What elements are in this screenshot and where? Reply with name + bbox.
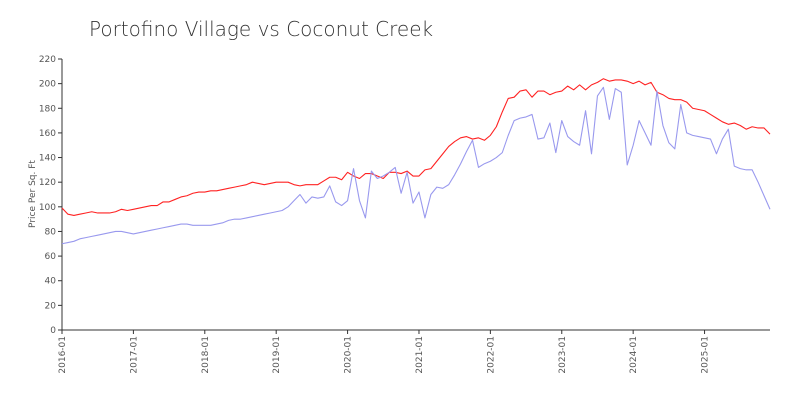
series-line-1 [61, 78, 771, 216]
y-tick-label: 80 [45, 227, 57, 237]
y-tick-label: 140 [39, 154, 56, 164]
series-line-2 [61, 86, 771, 245]
x-tick-label: 2025-01 [701, 336, 711, 374]
x-tick-label: 2022-01 [486, 336, 496, 374]
x-tick-label: 2016-01 [58, 336, 68, 374]
y-tick-label: 100 [39, 203, 56, 213]
y-tick-label: 120 [39, 178, 56, 188]
y-ticks: 0 20 40 60 80 100 120 140 160 180 200 220 [39, 55, 62, 336]
x-tick-label: 2020-01 [344, 336, 354, 374]
x-tick-label: 2019-01 [272, 336, 282, 374]
y-tick-label: 220 [39, 55, 56, 65]
x-tick-label: 2023-01 [558, 336, 568, 374]
y-tick-label: 180 [39, 104, 56, 114]
chart-title: Portofino Village vs Coconut Creek [89, 17, 433, 41]
y-tick-label: 0 [50, 326, 56, 336]
y-tick-label: 40 [45, 277, 57, 287]
x-tick-label: 2018-01 [201, 336, 211, 374]
y-tick-label: 60 [45, 252, 57, 262]
y-axis-label: Price Per Sq. Ft [28, 160, 38, 228]
x-tick-label: 2017-01 [129, 336, 139, 374]
x-tick-label: 2024-01 [629, 336, 639, 374]
y-tick-label: 160 [39, 129, 56, 139]
x-ticks: 2016-01 2017-01 2018-01 2019-01 2020-01 2021-… [58, 330, 711, 374]
y-tick-label: 20 [45, 301, 57, 311]
y-tick-label: 200 [39, 80, 56, 90]
series-layer [61, 78, 771, 245]
x-tick-label: 2021-01 [415, 336, 425, 374]
